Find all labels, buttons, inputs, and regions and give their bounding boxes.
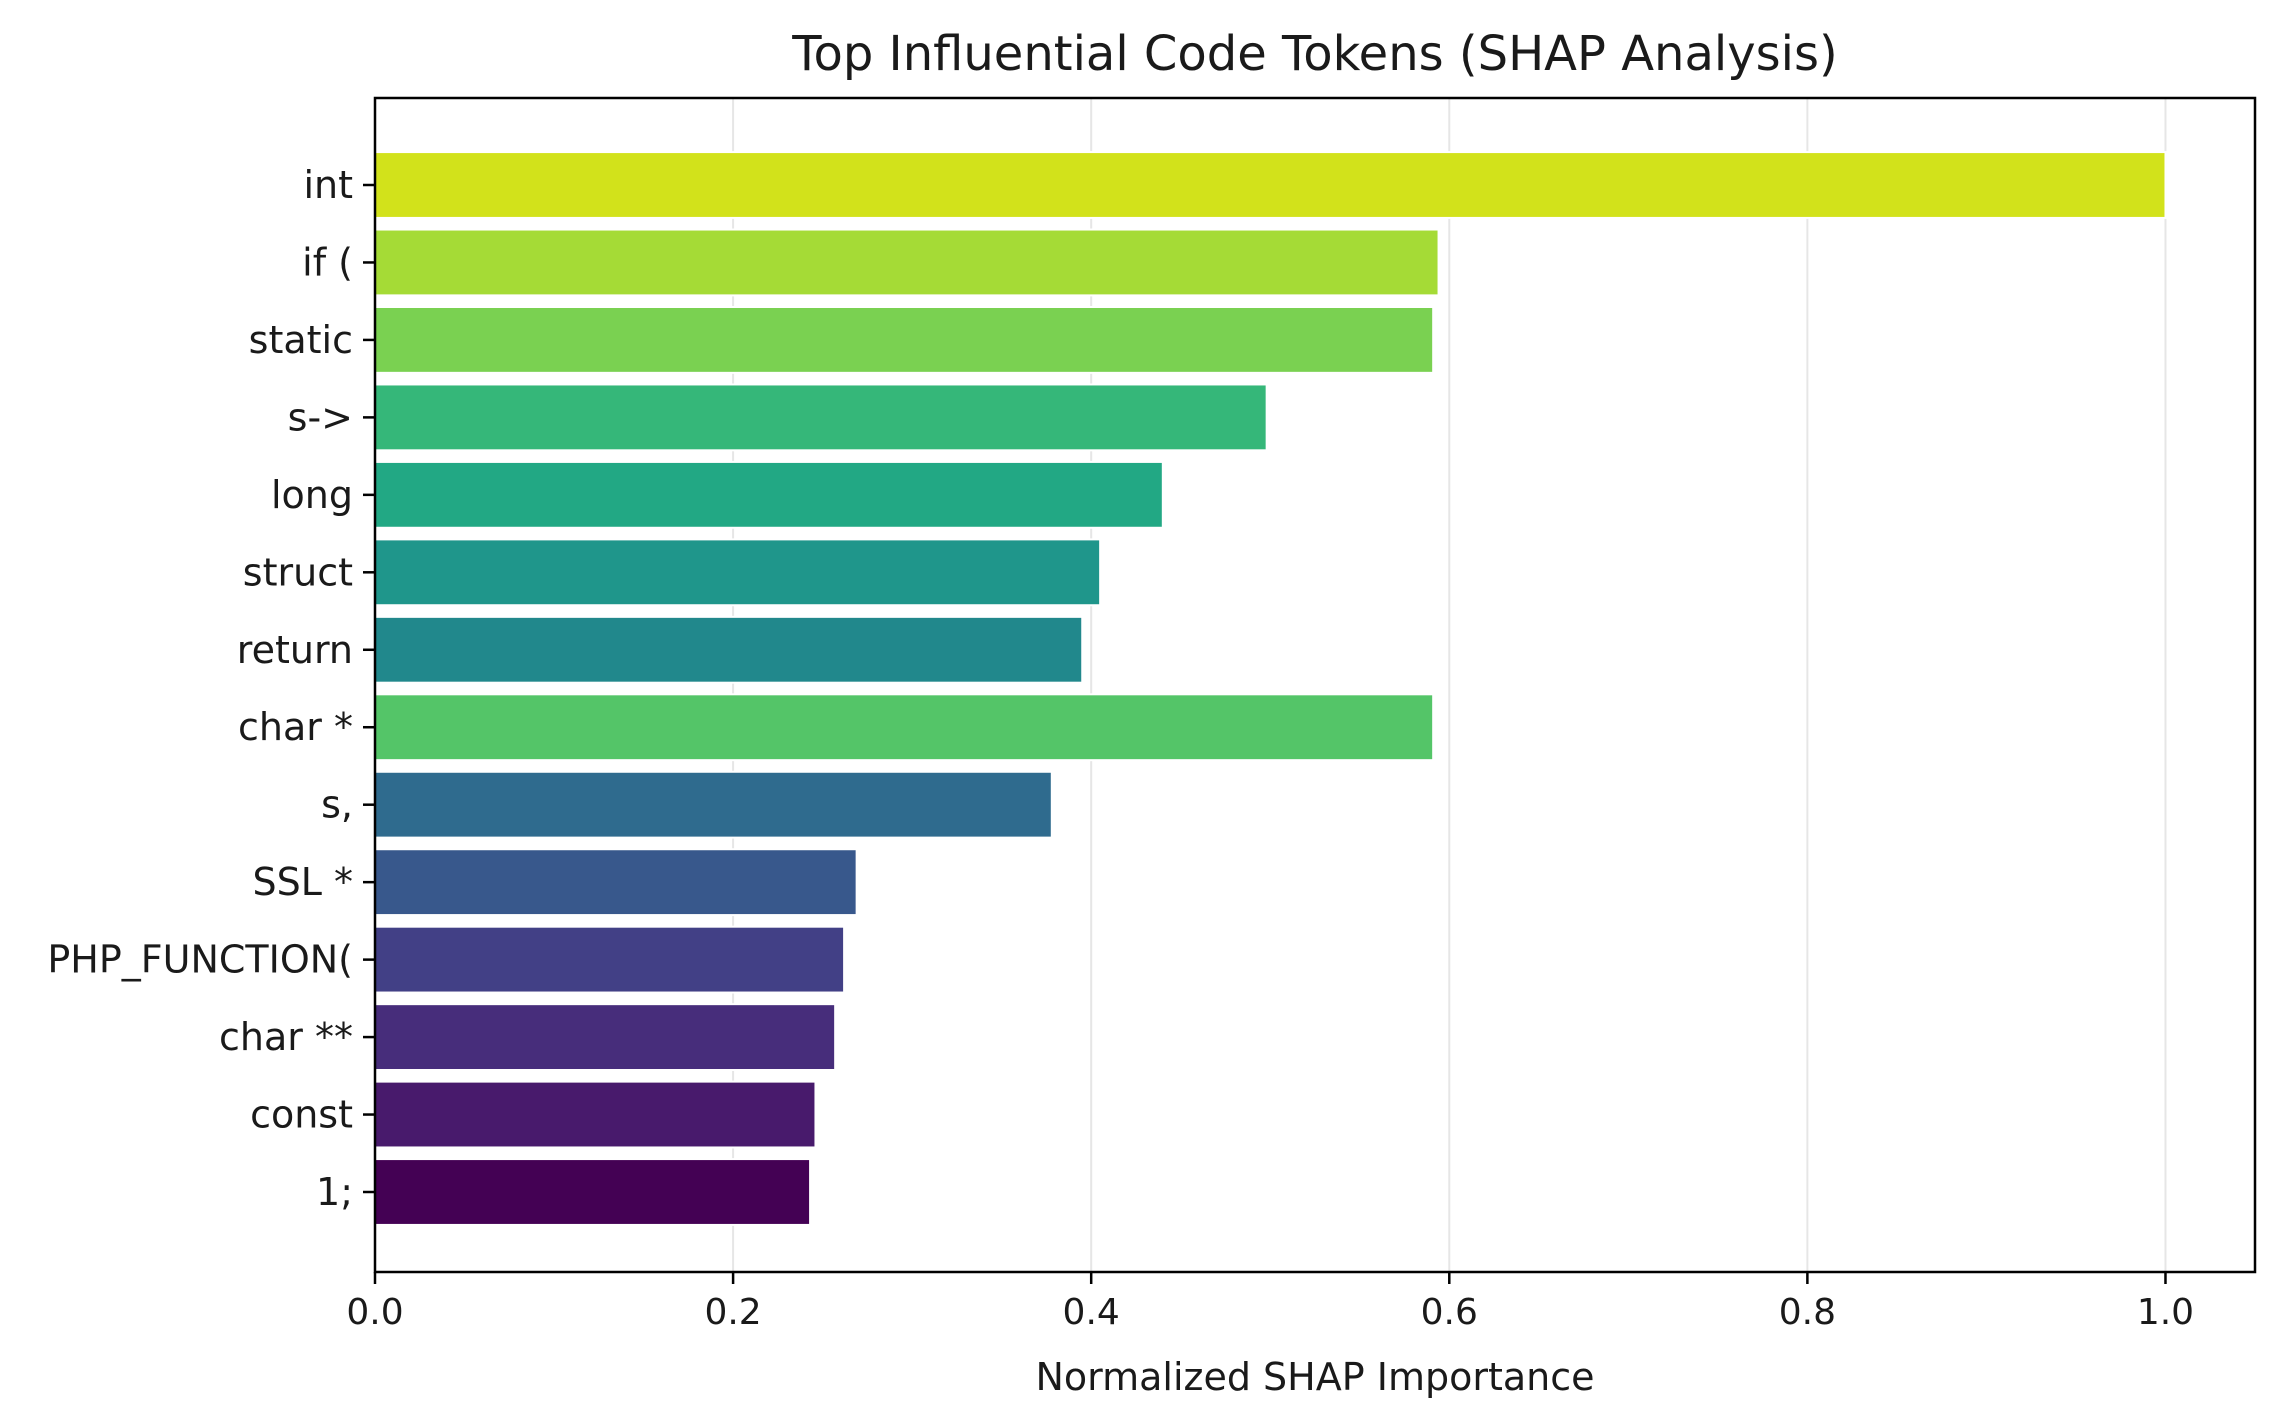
chart-title: Top Influential Code Tokens (SHAP Analys… — [791, 26, 1837, 82]
y-tick-label: static — [249, 318, 353, 362]
y-tick-label: s, — [321, 783, 353, 827]
bar — [374, 538, 1102, 607]
y-tick-label: struct — [243, 550, 353, 594]
bar — [374, 383, 1268, 452]
bar — [374, 1158, 812, 1226]
y-tick-label: SSL * — [253, 860, 354, 904]
y-tick-label: s-> — [288, 395, 353, 439]
bar — [374, 306, 1435, 374]
bars — [374, 151, 2167, 1226]
y-tick-label: return — [237, 628, 353, 672]
x-tick-label: 0.0 — [346, 1292, 403, 1333]
y-tick-label: PHP_FUNCTION( — [47, 938, 353, 982]
y-tick-label: char ** — [219, 1015, 353, 1059]
y-tick-label: long — [271, 473, 353, 517]
x-tick-label: 1.0 — [2137, 1292, 2194, 1333]
x-tick-label: 0.6 — [1421, 1292, 1478, 1333]
x-axis-label: Normalized SHAP Importance — [1035, 1355, 1594, 1399]
plot-frame — [373, 96, 2257, 1274]
bar — [374, 1003, 837, 1071]
y-tick-label: const — [250, 1093, 353, 1137]
bar — [374, 693, 1435, 762]
x-tick-label: 0.2 — [704, 1292, 761, 1333]
bar — [374, 460, 1164, 529]
x-tick-label: 0.8 — [1779, 1292, 1836, 1333]
bar — [374, 615, 1084, 684]
bar — [374, 1080, 817, 1149]
bar — [374, 151, 2167, 219]
y-tick-label: char * — [238, 705, 353, 749]
y-axis: int if ( static s-> long struct return char * s,… — [47, 163, 375, 1214]
bar — [374, 848, 858, 917]
bar — [374, 770, 1053, 839]
bar — [374, 925, 846, 994]
y-tick-label: int — [303, 163, 353, 207]
x-axis: 0.0 0.2 0.4 0.6 0.8 1.0 — [346, 1272, 2194, 1333]
y-tick-label: 1; — [316, 1170, 353, 1214]
y-tick-label: if ( — [302, 240, 353, 284]
bar — [374, 228, 1440, 297]
x-tick-label: 0.4 — [1063, 1292, 1120, 1333]
